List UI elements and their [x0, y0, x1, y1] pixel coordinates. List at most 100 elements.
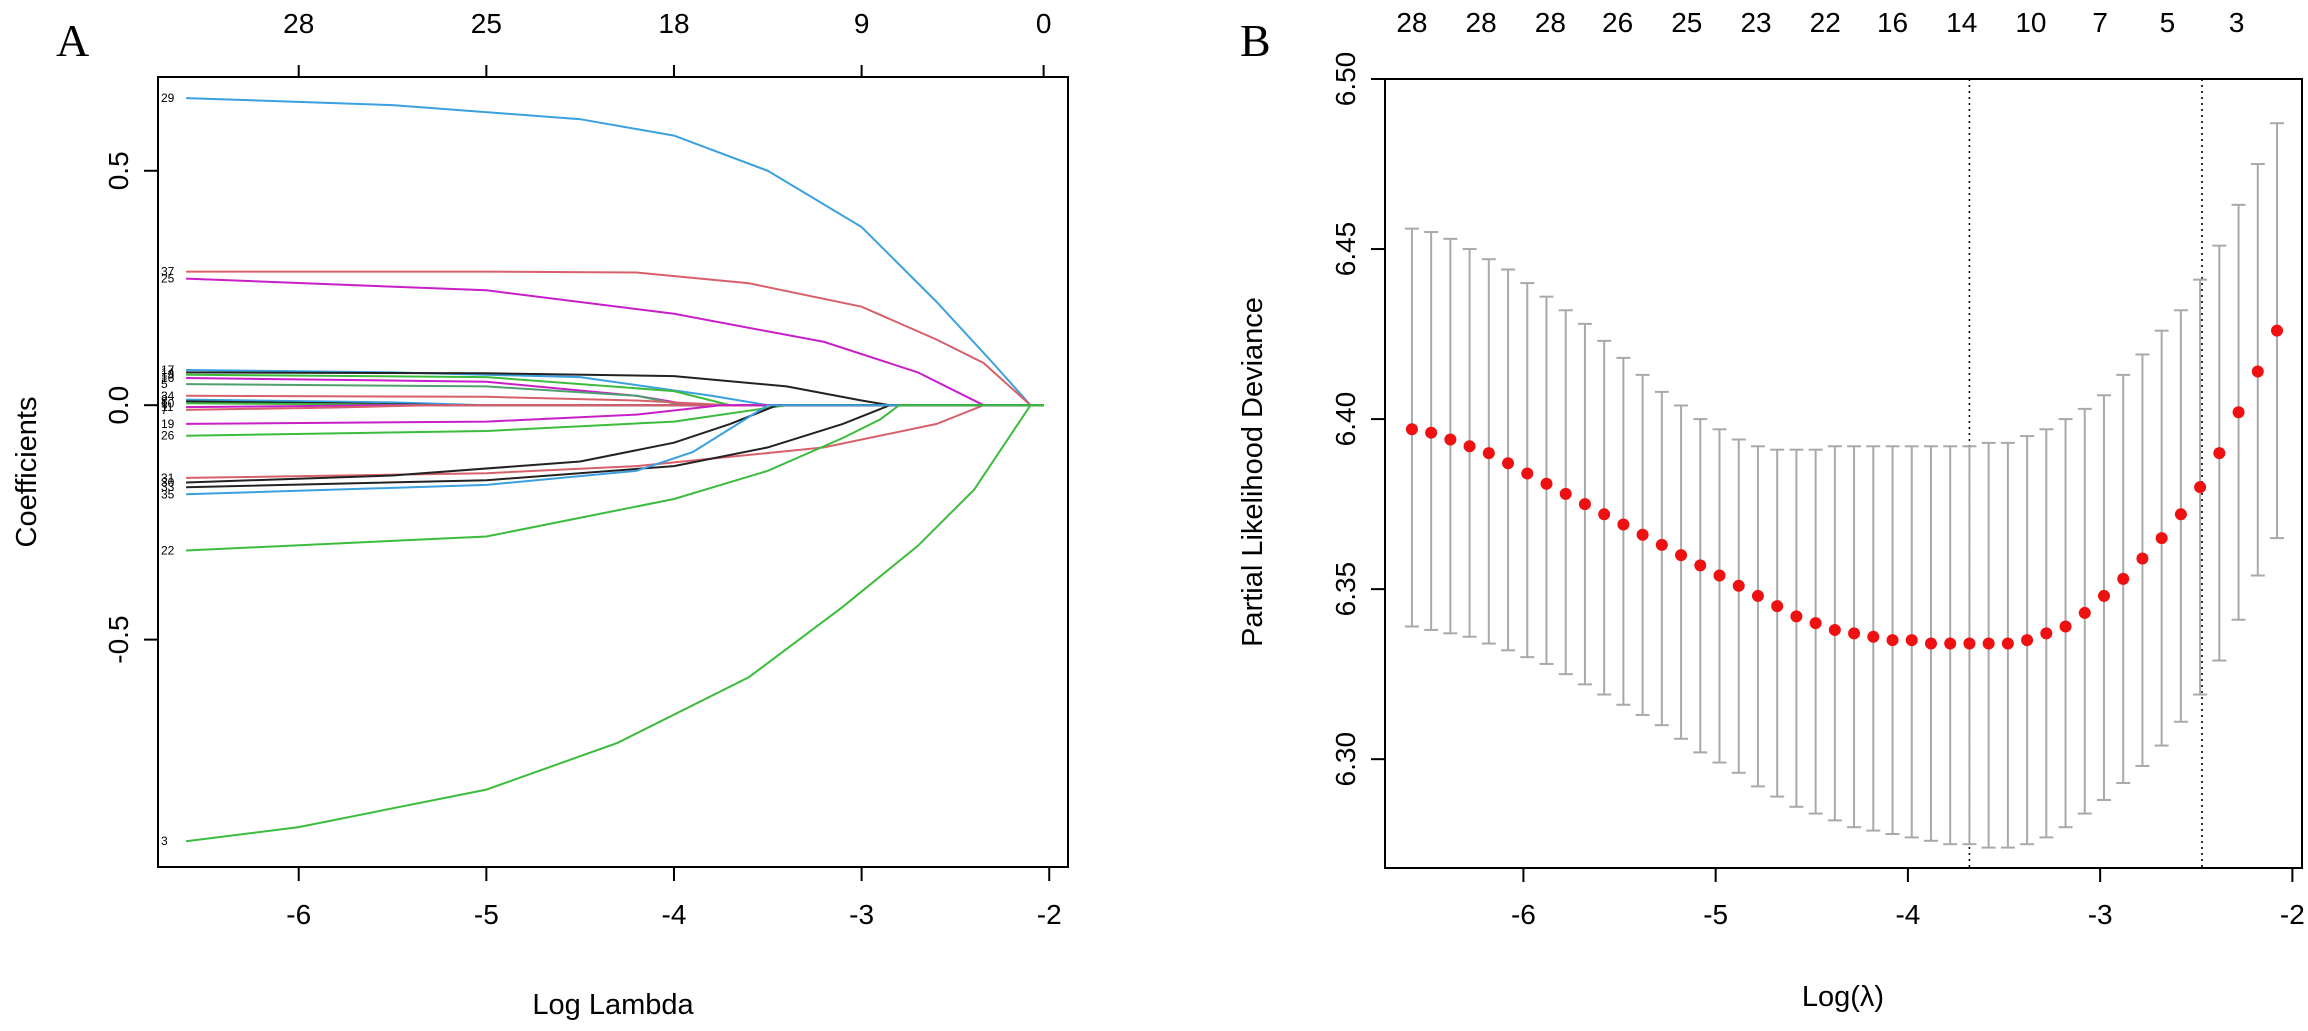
deviance-point [2117, 572, 2130, 585]
y-tick-label: 6.50 [1330, 52, 1361, 107]
deviance-point [1559, 487, 1572, 500]
series-label: 2 [161, 393, 168, 407]
deviance-point [1751, 589, 1764, 602]
series-label: 19 [161, 417, 175, 431]
panel-b-points [1405, 324, 2284, 650]
panel-b-cross-validation: B -6 -5 -4 -3 -2 6.306.356.406.456.50 28 28 28… [1237, 7, 2305, 1013]
series-label: 33 [161, 480, 175, 494]
deviance-point [2078, 606, 2091, 619]
deviance-point [1482, 447, 1495, 460]
series-label: 10 [161, 396, 175, 410]
deviance-point [1444, 433, 1457, 446]
x-tick-label: -3 [849, 899, 874, 930]
y-tick-label: 0.5 [103, 151, 134, 190]
series-label: 13 [161, 368, 175, 382]
y-tick-label: 6.30 [1330, 732, 1361, 787]
top-tick-label: 9 [854, 8, 870, 39]
series-label: 34 [161, 389, 175, 403]
series-label: 14 [161, 365, 175, 379]
panel-a-top-axis: 28 25 18 9 0 [283, 8, 1051, 77]
deviance-point [2232, 406, 2245, 419]
deviance-point [1713, 569, 1726, 582]
deviance-point [1790, 610, 1803, 623]
series-line-37 [186, 270, 1044, 407]
top-tick-label: 25 [1671, 7, 1702, 38]
top-tick-label: 28 [1396, 7, 1427, 38]
x-tick-label: -6 [1511, 899, 1536, 930]
series-label: 11 [161, 400, 174, 414]
deviance-point [2251, 365, 2264, 378]
series-line-26 [186, 404, 1044, 437]
panel-a-y-axis-label: Coefficients [11, 397, 43, 548]
deviance-point [1540, 477, 1553, 490]
deviance-point [1944, 637, 1957, 650]
panel-b-label: B [1240, 15, 1271, 66]
top-tick-label: 7 [2092, 7, 2108, 38]
deviance-point [2040, 627, 2053, 640]
x-tick-label: -3 [2088, 899, 2113, 930]
deviance-point [1828, 623, 1841, 636]
deviance-point [1636, 528, 1649, 541]
deviance-point [1924, 637, 1937, 650]
series-label: 7 [161, 403, 168, 417]
deviance-point [1963, 637, 1976, 650]
top-tick-label: 18 [658, 8, 689, 39]
series-label: 3 [161, 834, 168, 848]
x-tick-label: -4 [1895, 899, 1920, 930]
panel-b-y-axis-label: Partial Likelihood Deviance [1237, 297, 1269, 647]
deviance-point [2097, 589, 2110, 602]
panel-a-lasso-coefficient-paths: A 29372517141316534281011719263130333522… [11, 8, 1069, 1021]
series-label: 17 [161, 363, 175, 377]
deviance-point [2059, 620, 2072, 633]
top-tick-label: 28 [1535, 7, 1566, 38]
top-tick-label: 26 [1602, 7, 1633, 38]
y-tick-label: 0.0 [103, 386, 134, 425]
panel-b-y-ticks: 6.30 6.35 6.40 6.45 6.50 [1330, 52, 1385, 787]
deviance-point [2021, 634, 2034, 647]
panel-b-error-bars [1404, 122, 2285, 849]
deviance-point [2194, 481, 2207, 494]
deviance-point [1405, 423, 1418, 436]
top-tick-label: 5 [2160, 7, 2176, 38]
y-tick-label: 6.40 [1330, 392, 1361, 447]
series-label: 8 [161, 394, 168, 408]
top-tick-label: 28 [1466, 7, 1497, 38]
y-tick-label: -0.5 [103, 615, 134, 663]
top-tick-label: 23 [1740, 7, 1771, 38]
deviance-point [1675, 549, 1688, 562]
deviance-point [1886, 634, 1899, 647]
deviance-point [1463, 440, 1476, 453]
panel-a-y-ticks: 0.5 0.0 -0.5 [103, 151, 158, 664]
series-line-35 [186, 404, 1044, 496]
panel-b-top-axis: 28 28 28 26 25 23 22 16 14 10 7 5 3 [1396, 7, 2244, 38]
deviance-point [1982, 637, 1995, 650]
x-tick-label: -5 [474, 899, 499, 930]
deviance-point [1521, 467, 1534, 480]
x-tick-label: -2 [2280, 899, 2305, 930]
deviance-point [1598, 508, 1611, 521]
x-tick-label: -2 [1037, 899, 1062, 930]
top-tick-label: 28 [283, 8, 314, 39]
deviance-point [1617, 518, 1630, 531]
series-label: 22 [161, 544, 175, 558]
deviance-point [1425, 426, 1438, 439]
deviance-point [1578, 498, 1591, 511]
series-line-22 [186, 404, 1044, 552]
x-tick-label: -6 [286, 899, 311, 930]
deviance-point [1848, 627, 1861, 640]
series-line-29 [186, 97, 1044, 407]
panel-a-label: A [56, 15, 89, 66]
top-tick-label: 10 [2015, 7, 2046, 38]
x-tick-label: -4 [662, 899, 687, 930]
panel-b-plot-frame [1384, 78, 2303, 869]
top-tick-label: 22 [1810, 7, 1841, 38]
series-label: 26 [161, 429, 175, 443]
series-label: 35 [161, 487, 175, 501]
series-label: 16 [161, 371, 175, 385]
deviance-point [2213, 447, 2226, 460]
top-tick-label: 25 [471, 8, 502, 39]
series-label: 31 [161, 471, 175, 485]
x-tick-label: -5 [1703, 899, 1728, 930]
